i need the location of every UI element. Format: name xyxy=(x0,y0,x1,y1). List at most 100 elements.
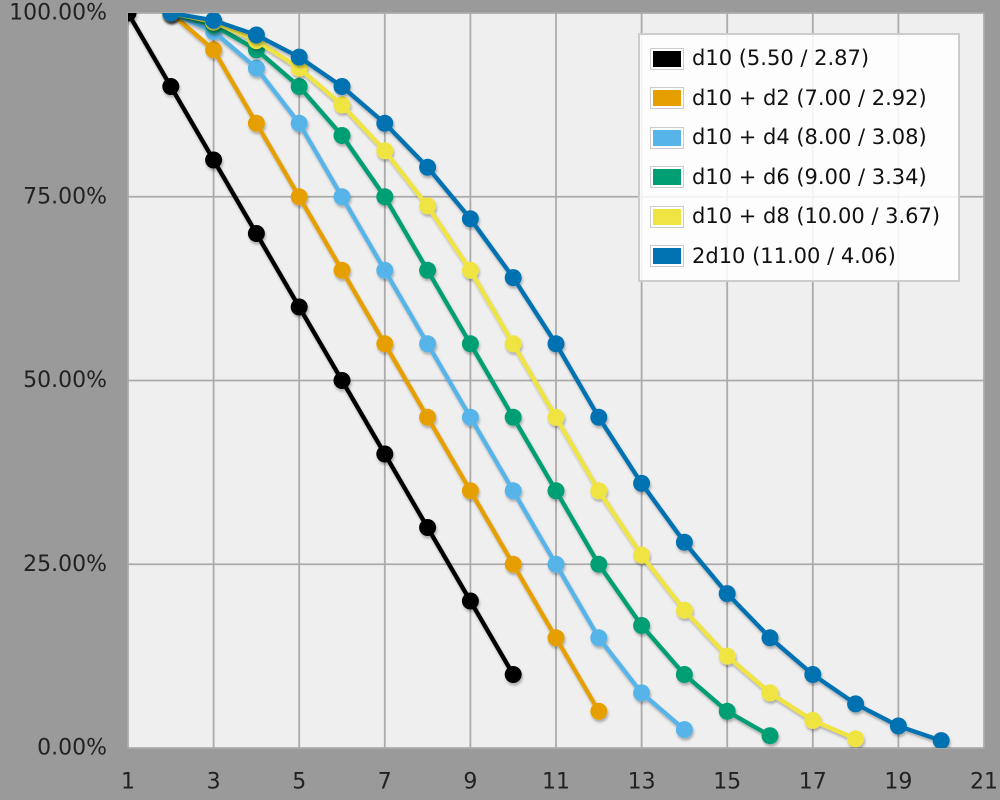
x-axis-tick-label: 17 xyxy=(799,770,827,795)
x-axis-tick-label: 11 xyxy=(542,770,570,795)
data-point xyxy=(547,408,565,426)
data-point xyxy=(247,26,265,44)
data-point xyxy=(461,592,479,610)
data-point xyxy=(333,372,351,389)
data-point xyxy=(419,335,437,353)
legend-swatch-frame xyxy=(650,166,684,189)
data-point xyxy=(162,13,180,22)
data-point xyxy=(675,721,693,739)
data-point xyxy=(461,482,479,500)
data-point xyxy=(675,533,693,551)
data-point xyxy=(290,48,308,66)
data-point xyxy=(162,78,180,95)
data-point xyxy=(547,482,565,500)
legend-label: d10 (5.50 / 2.87) xyxy=(692,46,870,71)
data-point xyxy=(461,408,479,426)
x-axis-tick-label: 9 xyxy=(463,770,477,795)
legend-item: d10 + d6 (9.00 / 3.34) xyxy=(640,164,958,189)
data-point xyxy=(718,647,736,665)
y-axis-tick-label: 75.00% xyxy=(23,184,107,209)
data-point xyxy=(247,114,265,132)
x-axis-tick-label: 3 xyxy=(207,770,221,795)
x-axis-tick-label: 1 xyxy=(121,770,135,795)
legend-item: d10 + d2 (7.00 / 2.92) xyxy=(640,85,958,110)
x-axis-tick-label: 15 xyxy=(713,770,741,795)
data-point xyxy=(128,13,137,22)
data-point xyxy=(247,59,265,77)
y-axis-tick-label: 25.00% xyxy=(23,552,107,577)
legend-label: 2d10 (11.00 / 4.06) xyxy=(692,243,896,268)
data-point xyxy=(205,13,223,29)
legend-swatch-frame xyxy=(650,245,684,268)
data-point xyxy=(419,158,437,176)
x-axis-tick-label: 7 xyxy=(378,770,392,795)
legend-color-swatch xyxy=(653,169,681,186)
data-point xyxy=(205,41,223,59)
x-axis-tick-label: 21 xyxy=(970,770,998,795)
data-point xyxy=(547,555,565,573)
data-point xyxy=(504,269,522,287)
data-point xyxy=(590,482,608,500)
data-point xyxy=(761,629,779,647)
series-line xyxy=(128,13,516,677)
legend-color-swatch xyxy=(653,90,681,107)
data-point xyxy=(419,519,437,536)
legend-label: d10 + d2 (7.00 / 2.92) xyxy=(692,85,927,110)
data-point xyxy=(419,197,437,215)
data-point xyxy=(333,78,351,95)
data-point xyxy=(804,711,822,729)
data-point xyxy=(290,188,308,206)
data-point xyxy=(675,601,693,619)
data-point xyxy=(675,666,693,683)
data-point xyxy=(461,261,479,279)
legend-color-swatch xyxy=(653,129,681,146)
data-point xyxy=(376,188,394,206)
data-point xyxy=(718,585,736,603)
y-axis-tick-label: 100.00% xyxy=(9,1,107,26)
data-point xyxy=(205,151,223,169)
x-axis-tick-label: 13 xyxy=(628,770,656,795)
legend-label: d10 + d8 (10.00 / 3.67) xyxy=(692,204,941,229)
series-d10 xyxy=(162,13,865,748)
data-point xyxy=(419,261,437,279)
data-point xyxy=(333,127,351,144)
legend-label: d10 + d4 (8.00 / 3.08) xyxy=(692,125,927,150)
legend-swatch-frame xyxy=(650,205,684,228)
series-root xyxy=(128,13,950,748)
legend-color-swatch xyxy=(653,248,681,265)
data-point xyxy=(804,666,822,683)
data-point xyxy=(547,335,565,353)
data-point xyxy=(504,555,522,573)
legend-label: d10 + d6 (9.00 / 3.34) xyxy=(692,164,927,189)
data-point xyxy=(590,702,608,720)
series-d10 xyxy=(162,13,693,739)
y-axis-tick-label: 50.00% xyxy=(23,368,107,393)
data-point xyxy=(504,335,522,353)
series-d10 xyxy=(128,13,522,683)
data-point xyxy=(504,482,522,500)
legend-color-swatch xyxy=(653,208,681,225)
data-point xyxy=(590,408,608,426)
data-point xyxy=(290,78,308,95)
data-point xyxy=(376,445,394,463)
x-axis-tick-label: 5 xyxy=(292,770,306,795)
data-point xyxy=(889,717,907,735)
data-point xyxy=(333,96,351,114)
data-point xyxy=(504,408,522,426)
data-point xyxy=(376,335,394,353)
legend: d10 (5.50 / 2.87) d10 + d2 (7.00 / 2.92) d… xyxy=(638,33,960,282)
data-point xyxy=(633,474,651,492)
data-point xyxy=(247,225,265,242)
data-point xyxy=(847,730,865,748)
axis-labels: 0.00%25.00%50.00%75.00%100.00%1 3 5 7 9 11 13 1… xyxy=(9,1,998,795)
data-point xyxy=(504,666,522,683)
data-point xyxy=(376,261,394,279)
legend-swatch-frame xyxy=(650,47,684,70)
data-point xyxy=(718,702,736,720)
legend-item: d10 + d8 (10.00 / 3.67) xyxy=(640,204,958,229)
data-point xyxy=(590,629,608,647)
data-point xyxy=(633,684,651,702)
legend-item: 2d10 (11.00 / 4.06) xyxy=(640,243,958,268)
legend-swatch-frame xyxy=(650,87,684,110)
